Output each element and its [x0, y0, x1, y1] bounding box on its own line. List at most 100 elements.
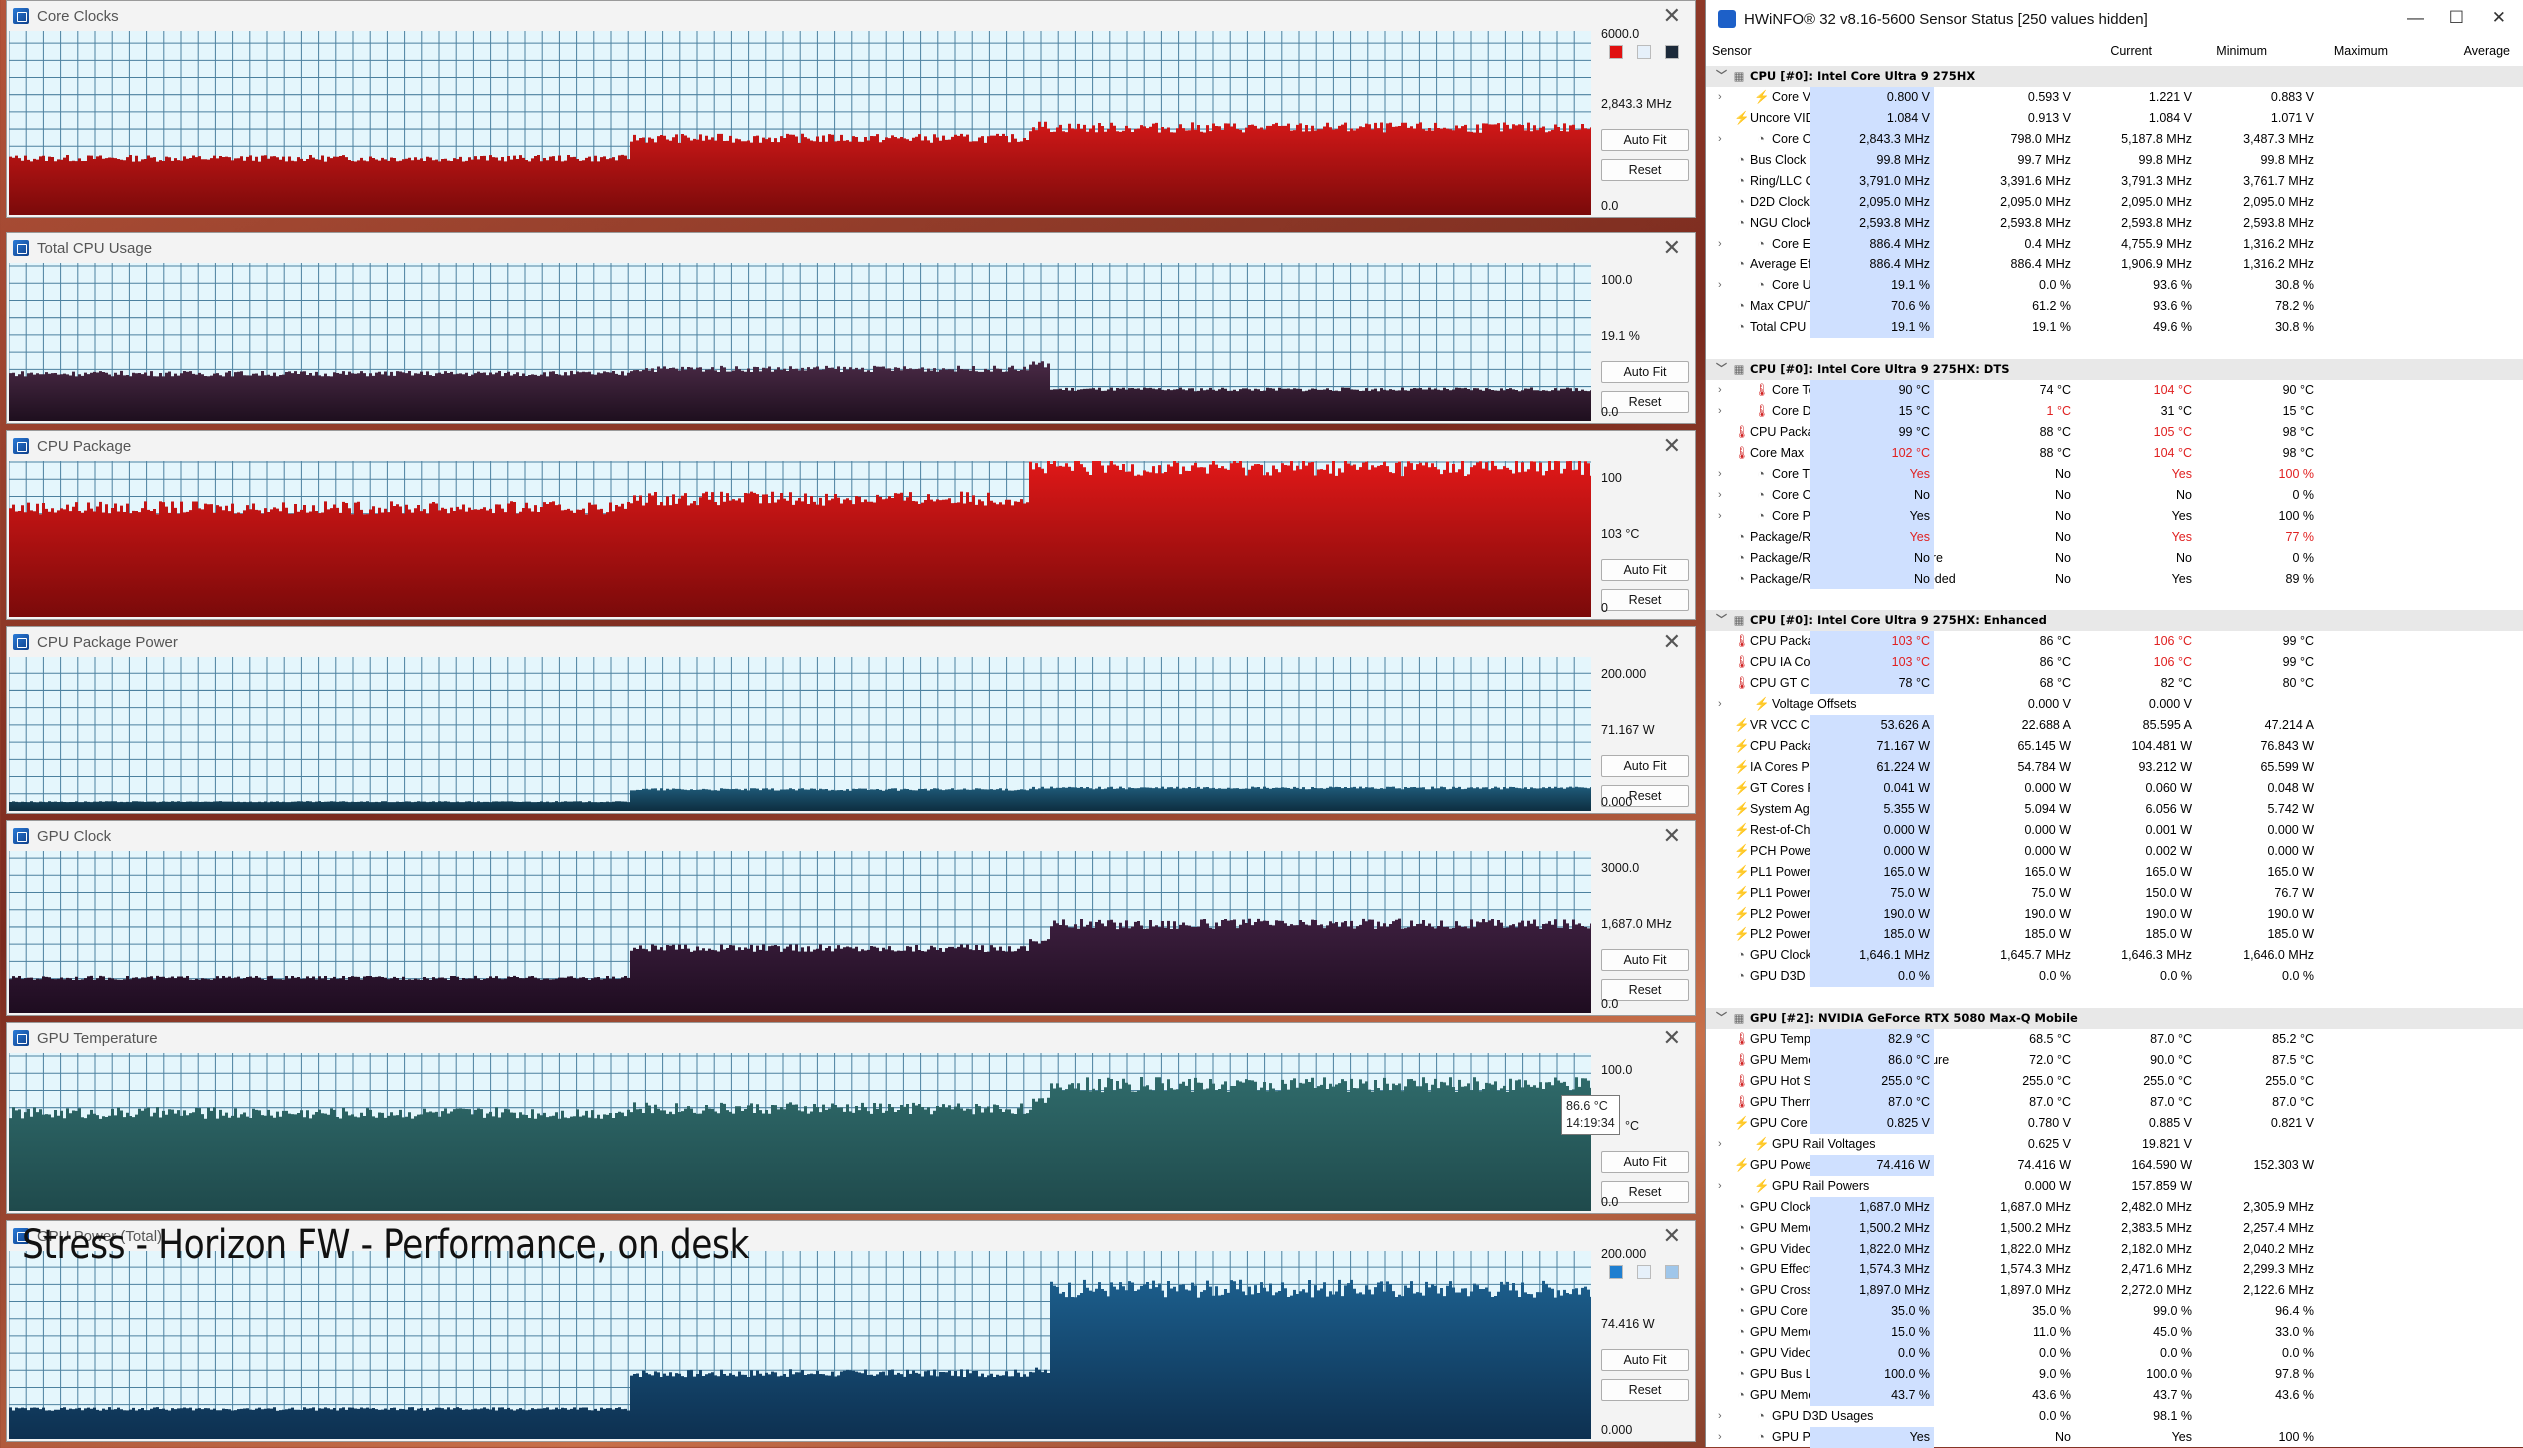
auto-fit-button[interactable]: Auto Fit	[1601, 1349, 1689, 1371]
expand-chevron-icon[interactable]: ›	[1718, 467, 1722, 480]
sensor-row[interactable]: ›◔Core Critical TemperatureNoNoNo0 %	[1706, 484, 2523, 506]
color-swatch[interactable]	[1637, 45, 1651, 59]
sensor-row[interactable]: ◔ GPU Bus Load 100.0 % 9.0 % 100.0 % 97.8 %	[1706, 1364, 2523, 1386]
sensor-row[interactable]: ◔ GPU Effective Clock 1,574.3 MHz 1,574.3 M…	[1706, 1259, 2523, 1281]
sensor-group-row[interactable]: ﹀ ▦ CPU [#0]: Intel Core Ultra 9 275HX: DT…	[1706, 359, 2523, 381]
sensor-row[interactable]: ◔Package/Ring Critical TemperatureNoNoNo…	[1706, 547, 2523, 569]
sensor-row[interactable]: › ◔ Core Usage 19.1 % 0.0 % 93.6 % 30.8 %	[1706, 275, 2523, 297]
sensor-row[interactable]: 🌡GPU Memory Junction Temperature86.0 °C7…	[1706, 1050, 2523, 1072]
sensor-row[interactable]: 🌡 GPU Temperature 82.9 °C 68.5 °C 87.0 °C 85.…	[1706, 1029, 2523, 1051]
close-icon[interactable]: ✕	[1662, 1223, 1681, 1248]
expand-chevron-icon[interactable]: ›	[1718, 1137, 1722, 1150]
sensor-row[interactable]: ◔GPU Video Engine Load0.0 %0.0 %0.0 %0.0…	[1706, 1343, 2523, 1365]
close-icon[interactable]: ✕	[1662, 433, 1681, 458]
sensor-group-row[interactable]: ﹀ ▦ GPU [#2]: NVIDIA GeForce RTX 5080 Max-…	[1706, 1008, 2523, 1030]
col-average[interactable]: Average	[2463, 44, 2510, 58]
close-icon[interactable]: ✕	[1662, 629, 1681, 654]
sensor-row[interactable]: › ⚡ GPU Rail Voltages 0.625 V 19.821 V	[1706, 1134, 2523, 1155]
reset-button[interactable]: Reset	[1601, 979, 1689, 1001]
sensor-row[interactable]: ›🌡Core Distance to TjMAX15 °C1 °C31 °C15…	[1706, 401, 2523, 422]
sensor-row[interactable]: ⚡ GT Cores Power 0.041 W 0.000 W 0.060 W 0.04…	[1706, 777, 2523, 799]
reset-button[interactable]: Reset	[1601, 1379, 1689, 1401]
sensor-row[interactable]: ◔ Bus Clock 99.8 MHz 99.7 MHz 99.8 MHz 99.8 M…	[1706, 149, 2523, 171]
sensor-row[interactable]: ◔ GPU Memory Usage 43.7 % 43.6 % 43.7 % 43.6 …	[1706, 1385, 2523, 1407]
auto-fit-button[interactable]: Auto Fit	[1601, 949, 1689, 971]
sensor-row[interactable]: ⚡ PCH Power 0.000 W 0.000 W 0.002 W 0.000 W	[1706, 840, 2523, 862]
sensor-row[interactable]: ›◔GPU Performance LimitersYesNoYes100 %	[1706, 1426, 2523, 1448]
sensor-row[interactable]: ◔Package/Ring Power Limit ExceededNoNoYe…	[1706, 568, 2523, 590]
sensor-row[interactable]: ◔ NGU Clock 2,593.8 MHz 2,593.8 MHz 2,593.8 …	[1706, 212, 2523, 234]
reset-button[interactable]: Reset	[1601, 159, 1689, 181]
color-swatch[interactable]	[1609, 1265, 1623, 1279]
sensor-group-row[interactable]: ﹀ ▦ CPU [#0]: Intel Core Ultra 9 275HX: En…	[1706, 610, 2523, 632]
sensor-row[interactable]: ›◔Core Power Limit ExceededYesNoYes100 %	[1706, 505, 2523, 527]
auto-fit-button[interactable]: Auto Fit	[1601, 129, 1689, 151]
sensor-row[interactable]: 🌡 CPU Package 99 °C 88 °C 105 °C 98 °C	[1706, 421, 2523, 443]
collapse-chevron-icon[interactable]: ﹀	[1716, 1011, 1727, 1025]
sensor-row[interactable]: ⚡ Rest-of-Chip Power 0.000 W 0.000 W 0.001 W…	[1706, 819, 2523, 841]
sensor-row[interactable]: › ◔ Core Clocks 2,843.3 MHz 798.0 MHz 5,187.8…	[1706, 128, 2523, 150]
col-maximum[interactable]: Maximum	[2333, 44, 2388, 58]
expand-chevron-icon[interactable]: ›	[1718, 90, 1722, 103]
sensor-row[interactable]: ⚡PL1 Power Limit (Dynamic)75.0 W75.0 W15…	[1706, 882, 2523, 904]
expand-chevron-icon[interactable]: ›	[1718, 698, 1722, 711]
reset-button[interactable]: Reset	[1601, 391, 1689, 413]
expand-chevron-icon[interactable]: ›	[1718, 384, 1722, 397]
reset-button[interactable]: Reset	[1601, 589, 1689, 611]
col-current[interactable]: Current	[2110, 44, 2152, 58]
sensor-row[interactable]: ⚡ GPU Core Voltage 0.825 V 0.780 V 0.885 V 0.…	[1706, 1112, 2523, 1134]
auto-fit-button[interactable]: Auto Fit	[1601, 755, 1689, 777]
collapse-chevron-icon[interactable]: ﹀	[1716, 69, 1727, 82]
sensor-row[interactable]: ◔ GPU Clock 1,646.1 MHz 1,645.7 MHz 1,646.3 …	[1706, 945, 2523, 967]
sensor-row[interactable]: ◔ GPU Core Load 35.0 % 35.0 % 99.0 % 96.4 %	[1706, 1301, 2523, 1323]
col-minimum[interactable]: Minimum	[2216, 44, 2267, 58]
sensor-row[interactable]: ⚡ System Agent Power 5.355 W 5.094 W 6.056 W…	[1706, 798, 2523, 820]
sensor-row[interactable]: › ⚡ Voltage Offsets 0.000 V 0.000 V	[1706, 694, 2523, 715]
reset-button[interactable]: Reset	[1601, 1181, 1689, 1203]
expand-chevron-icon[interactable]: ›	[1718, 1430, 1722, 1443]
sensor-row[interactable]: ◔ GPU Crossbar Clock 1,897.0 MHz 1,897.0 MH…	[1706, 1280, 2523, 1302]
close-icon[interactable]: ✕	[1662, 1025, 1681, 1050]
sensor-row[interactable]: ◔ GPU D3D Usage 0.0 % 0.0 % 0.0 % 0.0 %	[1706, 966, 2523, 988]
sensor-row[interactable]: ◔ GPU Clock 1,687.0 MHz 1,687.0 MHz 2,482.0 …	[1706, 1196, 2523, 1218]
sensor-row[interactable]: ◔Package/Ring Thermal ThrottlingYesNoYes…	[1706, 526, 2523, 548]
collapse-chevron-icon[interactable]: ﹀	[1716, 362, 1727, 376]
expand-chevron-icon[interactable]: ›	[1718, 488, 1722, 501]
sensor-row[interactable]: ◔ GPU Memory Clock 1,500.2 MHz 1,500.2 MHz 2…	[1706, 1217, 2523, 1239]
sensor-row[interactable]: ◔ GPU Video Clock 1,822.0 MHz 1,822.0 MHz 2,…	[1706, 1238, 2523, 1260]
sensor-row[interactable]: ◔ Total CPU Usage 19.1 % 19.1 % 49.6 % 30.8 %	[1706, 317, 2523, 339]
expand-chevron-icon[interactable]: ›	[1718, 132, 1722, 145]
sensor-group-row[interactable]: ﹀ ▦ CPU [#0]: Intel Core Ultra 9 275HX	[1706, 66, 2523, 87]
col-sensor[interactable]: Sensor	[1712, 44, 1752, 58]
expand-chevron-icon[interactable]: ›	[1718, 1179, 1722, 1192]
auto-fit-button[interactable]: Auto Fit	[1601, 1151, 1689, 1173]
maximize-icon[interactable]: ☐	[2448, 8, 2464, 27]
expand-chevron-icon[interactable]: ›	[1718, 405, 1722, 417]
minimize-icon[interactable]: —	[2407, 8, 2424, 27]
sensor-row[interactable]: 🌡CPU GT Cores (Graphics)78 °C68 °C82 °C8…	[1706, 673, 2523, 695]
sensor-row[interactable]: ⚡ GPU Power (Total) 74.416 W 74.416 W 164.59…	[1706, 1154, 2523, 1176]
sensor-row[interactable]: 🌡 Core Max 102 °C 88 °C 104 °C 98 °C	[1706, 442, 2523, 464]
expand-chevron-icon[interactable]: ›	[1718, 1410, 1722, 1422]
collapse-chevron-icon[interactable]: ﹀	[1716, 613, 1727, 627]
close-icon[interactable]: ✕	[2491, 8, 2506, 27]
expand-chevron-icon[interactable]: ›	[1718, 279, 1722, 292]
sensor-row[interactable]: ◔ Ring/LLC Clock 3,791.0 MHz 3,391.6 MHz 3,7…	[1706, 170, 2523, 192]
sensor-row[interactable]: ◔ D2D Clock 2,095.0 MHz 2,095.0 MHz 2,095.0 …	[1706, 191, 2523, 213]
color-swatch[interactable]	[1609, 45, 1623, 59]
auto-fit-button[interactable]: Auto Fit	[1601, 559, 1689, 581]
close-icon[interactable]: ✕	[1662, 3, 1681, 28]
sensor-row[interactable]: ⚡ CPU Package Power 71.167 W 65.145 W 104.48…	[1706, 736, 2523, 757]
sensor-row[interactable]: ⚡VR VCC Current (SVID IOUT)53.626 A22.68…	[1706, 715, 2523, 737]
color-swatch[interactable]	[1637, 1265, 1651, 1279]
close-icon[interactable]: ✕	[1662, 235, 1681, 260]
color-swatch[interactable]	[1665, 1265, 1679, 1279]
auto-fit-button[interactable]: Auto Fit	[1601, 361, 1689, 383]
close-icon[interactable]: ✕	[1662, 823, 1681, 848]
sensor-row[interactable]: 🌡 GPU Thermal Limit 87.0 °C 87.0 °C 87.0 °C 8…	[1706, 1091, 2523, 1113]
